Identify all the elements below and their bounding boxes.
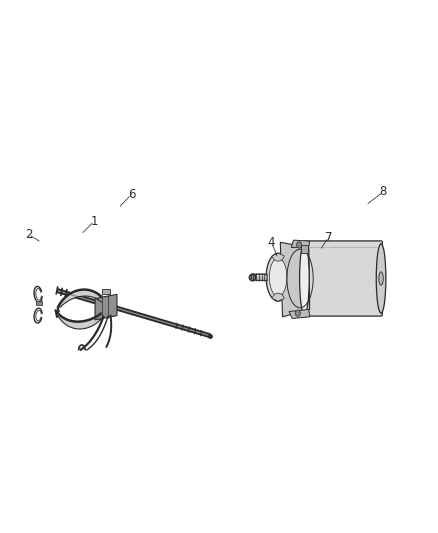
FancyBboxPatch shape xyxy=(303,241,382,316)
Polygon shape xyxy=(280,242,310,317)
Text: 2: 2 xyxy=(25,228,32,241)
Ellipse shape xyxy=(379,272,383,285)
Text: 4: 4 xyxy=(268,236,276,249)
Circle shape xyxy=(297,242,302,248)
Text: 1: 1 xyxy=(90,215,98,228)
Polygon shape xyxy=(95,294,117,320)
Ellipse shape xyxy=(300,243,309,314)
Circle shape xyxy=(295,310,300,317)
Ellipse shape xyxy=(266,253,290,301)
Text: 7: 7 xyxy=(325,231,332,244)
Polygon shape xyxy=(36,301,42,305)
Polygon shape xyxy=(102,289,110,294)
Polygon shape xyxy=(58,289,102,308)
Polygon shape xyxy=(291,240,310,247)
Polygon shape xyxy=(301,245,308,253)
Text: 6: 6 xyxy=(127,188,135,201)
Wedge shape xyxy=(272,293,284,301)
Ellipse shape xyxy=(376,244,386,313)
Text: 8: 8 xyxy=(380,185,387,198)
Ellipse shape xyxy=(269,258,287,296)
Polygon shape xyxy=(289,309,310,318)
Polygon shape xyxy=(56,310,102,329)
Wedge shape xyxy=(272,253,284,261)
